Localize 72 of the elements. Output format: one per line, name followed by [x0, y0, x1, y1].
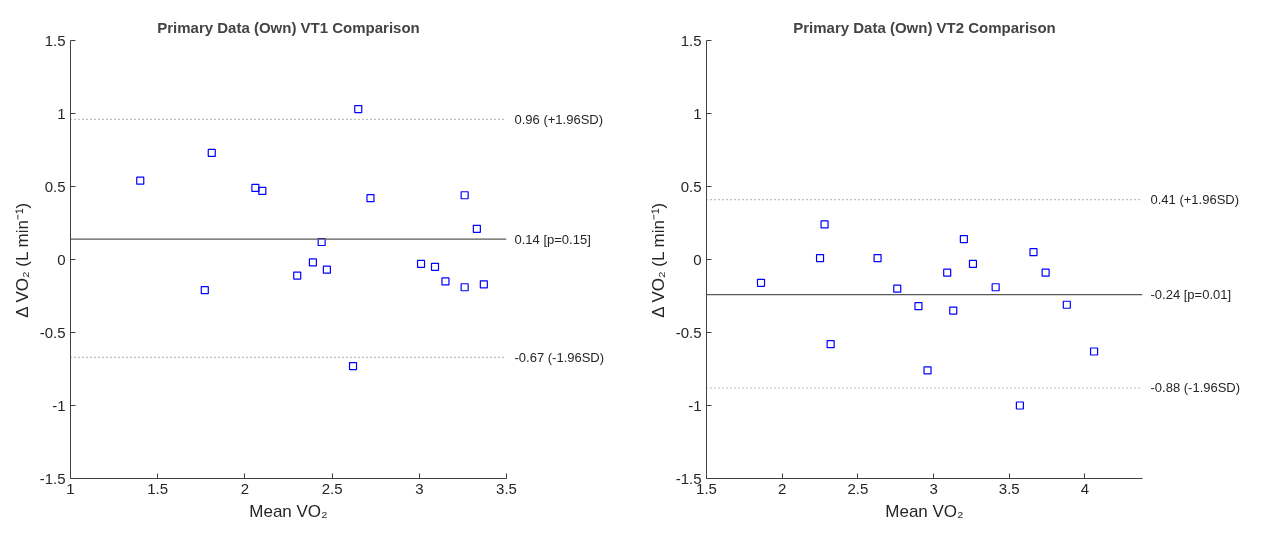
y-tick-label: 0.5 — [680, 177, 702, 195]
point — [472, 224, 481, 233]
y-tick-label: 1 — [57, 104, 66, 122]
x-tick-label: 2 — [778, 479, 787, 497]
x-tick-label: 3.5 — [496, 479, 517, 497]
ref-line-label: -0.67 (-1.96SD) — [514, 349, 605, 365]
point — [348, 361, 358, 371]
point — [293, 271, 302, 280]
y-tick-label: -1 — [52, 396, 66, 414]
point — [322, 265, 331, 274]
point — [1015, 401, 1024, 410]
x-tick-label: 2.5 — [847, 479, 869, 497]
point — [914, 302, 923, 311]
point — [416, 259, 426, 268]
point — [430, 262, 440, 271]
y-tick-label: -1.5 — [39, 469, 66, 487]
y-tick-label: -1 — [688, 396, 702, 414]
chart-title: Primary Data (Own) VT2 Comparison — [793, 18, 1056, 36]
point — [317, 237, 326, 247]
x-axis-title: Mean VO₂ — [249, 501, 328, 521]
point — [207, 148, 216, 158]
point — [354, 105, 363, 114]
point — [479, 280, 488, 289]
point — [460, 283, 469, 292]
y-tick-label: 0.5 — [44, 177, 66, 195]
point — [366, 194, 375, 203]
point — [943, 268, 952, 277]
point — [756, 278, 766, 287]
point — [923, 366, 932, 375]
x-tick-label: 2 — [240, 479, 250, 497]
y-tick-label: 1 — [693, 104, 702, 122]
ref-line-label: 0.96 (+1.96SD) — [514, 111, 604, 127]
y-axis-title: Δ VO₂ (L min⁻¹) — [12, 202, 32, 318]
chart-title: Primary Data (Own) VT1 Comparison — [157, 18, 420, 36]
point — [136, 176, 145, 185]
y-tick-label: 0 — [693, 250, 702, 268]
x-axis-title: Mean VO₂ — [885, 501, 964, 521]
point — [308, 258, 318, 267]
point — [826, 340, 835, 349]
point — [873, 253, 882, 263]
y-tick-label: 1.5 — [44, 31, 66, 49]
x-tick-label: 3 — [415, 479, 424, 497]
x-tick-label: 2.5 — [321, 479, 343, 497]
ref-line-label: -0.24 [p=0.01] — [1150, 287, 1232, 303]
point — [815, 253, 825, 263]
point — [1041, 268, 1050, 277]
x-tick-label: 3.5 — [998, 479, 1020, 497]
point — [258, 186, 267, 195]
point — [991, 283, 1000, 292]
point — [820, 220, 829, 229]
point — [1089, 347, 1099, 356]
point — [251, 183, 260, 193]
point — [200, 286, 209, 295]
y-axis-title: Δ VO₂ (L min⁻¹) — [648, 202, 668, 318]
ref-line-label: 0.41 (+1.96SD) — [1150, 192, 1240, 208]
point — [959, 234, 968, 244]
x-tick-label: 3 — [929, 479, 938, 497]
y-tick-label: 1.5 — [680, 31, 702, 49]
point — [893, 284, 902, 293]
x-tick-label: 4 — [1080, 479, 1090, 497]
point — [1062, 300, 1071, 309]
y-tick-label: -0.5 — [39, 323, 66, 341]
y-tick-label: 0 — [57, 250, 66, 268]
point — [460, 191, 469, 200]
point — [1029, 248, 1038, 257]
point — [441, 277, 450, 286]
ref-line-label: -0.88 (-1.96SD) — [1150, 380, 1241, 396]
y-tick-label: -0.5 — [675, 323, 702, 341]
point — [949, 306, 958, 315]
ref-line-label: 0.14 [p=0.15] — [514, 231, 591, 247]
x-tick-label: 1.5 — [147, 479, 169, 497]
point — [968, 259, 978, 268]
